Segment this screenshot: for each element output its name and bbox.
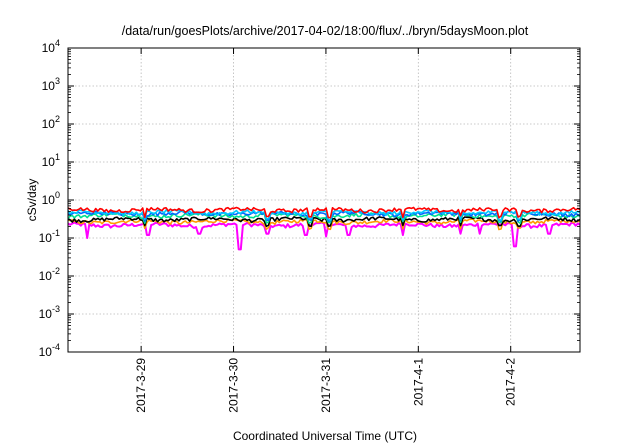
x-axis: 2017-3-29 2017-3-30 2017-3-31 2017-4-1 2017-… [134,48,518,413]
y-tick-label: 10-1 [39,228,60,245]
y-axis: 10-4 10-3 10-2 10-1 100 101 102 103 104 [39,38,580,359]
series-line [67,206,581,219]
x-tick-label: 2017-3-29 [134,358,148,413]
x-axis-label: Coordinated Universal Time (UTC) [233,429,417,443]
x-tick-label: 2017-4-2 [504,358,518,406]
y-tick-label: 10-2 [39,266,60,283]
series-line [67,210,581,222]
y-axis-label: cSv/day [25,179,39,222]
x-tick-label: 2017-4-1 [411,358,425,406]
y-tick-label: 100 [42,190,60,207]
x-tick-label: 2017-3-30 [227,358,241,413]
y-tick-label: 10-4 [39,342,60,359]
y-tick-label: 10-3 [39,304,60,321]
y-tick-label: 101 [42,152,60,169]
y-tick-label: 103 [42,76,60,93]
y-tick-label: 104 [42,38,60,55]
series-layer [67,206,581,251]
grid [68,48,580,352]
y-tick-label: 102 [42,114,60,131]
chart-title: /data/run/goesPlots/archive/2017-04-02/1… [122,24,529,38]
x-tick-label: 2017-3-31 [319,358,333,413]
series-line [67,221,581,251]
